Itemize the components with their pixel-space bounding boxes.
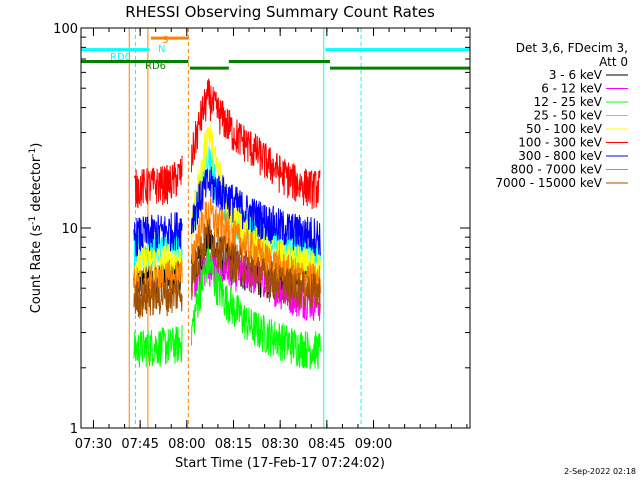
x-tick-label: 08:30 — [261, 437, 298, 452]
legend-entry-1: 6 - 12 keV — [541, 82, 603, 96]
legend-entry-2: 12 - 25 keV — [534, 95, 603, 109]
y-tick-label: 100 — [53, 22, 78, 37]
series-line-5 — [133, 78, 321, 210]
chart-title: RHESSI Observing Summary Count Rates — [125, 3, 435, 21]
x-tick-label: 08:00 — [168, 437, 205, 452]
legend-entry-4: 50 - 100 keV — [526, 122, 603, 136]
legend-entry-5: 100 - 300 keV — [518, 136, 602, 150]
x-axis-label: Start Time (17-Feb-17 07:24:02) — [175, 456, 385, 471]
legend-header-line-2: Att 0 — [599, 55, 628, 69]
state-label-rd0: RD0 — [110, 52, 131, 63]
state-label-rd6: RD6 — [145, 61, 166, 72]
series-line-2 — [133, 243, 321, 370]
state-label-n: N — [158, 44, 165, 55]
legend-entry-0: 3 - 6 keV — [549, 68, 603, 82]
x-tick-label: 09:00 — [355, 437, 392, 452]
series-line-8 — [133, 218, 321, 319]
series-line-6 — [133, 166, 321, 257]
x-tick-label: 07:30 — [75, 437, 112, 452]
legend-entry-7: 800 - 7000 keV — [511, 163, 603, 177]
y-tick-label: 1 — [70, 422, 78, 437]
legend-entry-8: 7000 - 15000 keV — [495, 176, 602, 190]
x-tick-label: 07:45 — [121, 437, 158, 452]
state-label-s: S — [162, 35, 168, 46]
y-axis-label: Count Rate (s-1 detector-1) — [28, 143, 44, 314]
y-tick-label: 10 — [61, 222, 78, 237]
legend-entry-3: 25 - 50 keV — [534, 109, 603, 123]
legend-entry-6: 300 - 800 keV — [518, 149, 602, 163]
footer-date: 2-Sep-2022 02:18 — [564, 467, 636, 476]
x-tick-label: 08:45 — [308, 437, 345, 452]
x-tick-label: 08:15 — [215, 437, 252, 452]
legend-header-line-1: Det 3,6, FDecim 3, — [516, 41, 628, 55]
